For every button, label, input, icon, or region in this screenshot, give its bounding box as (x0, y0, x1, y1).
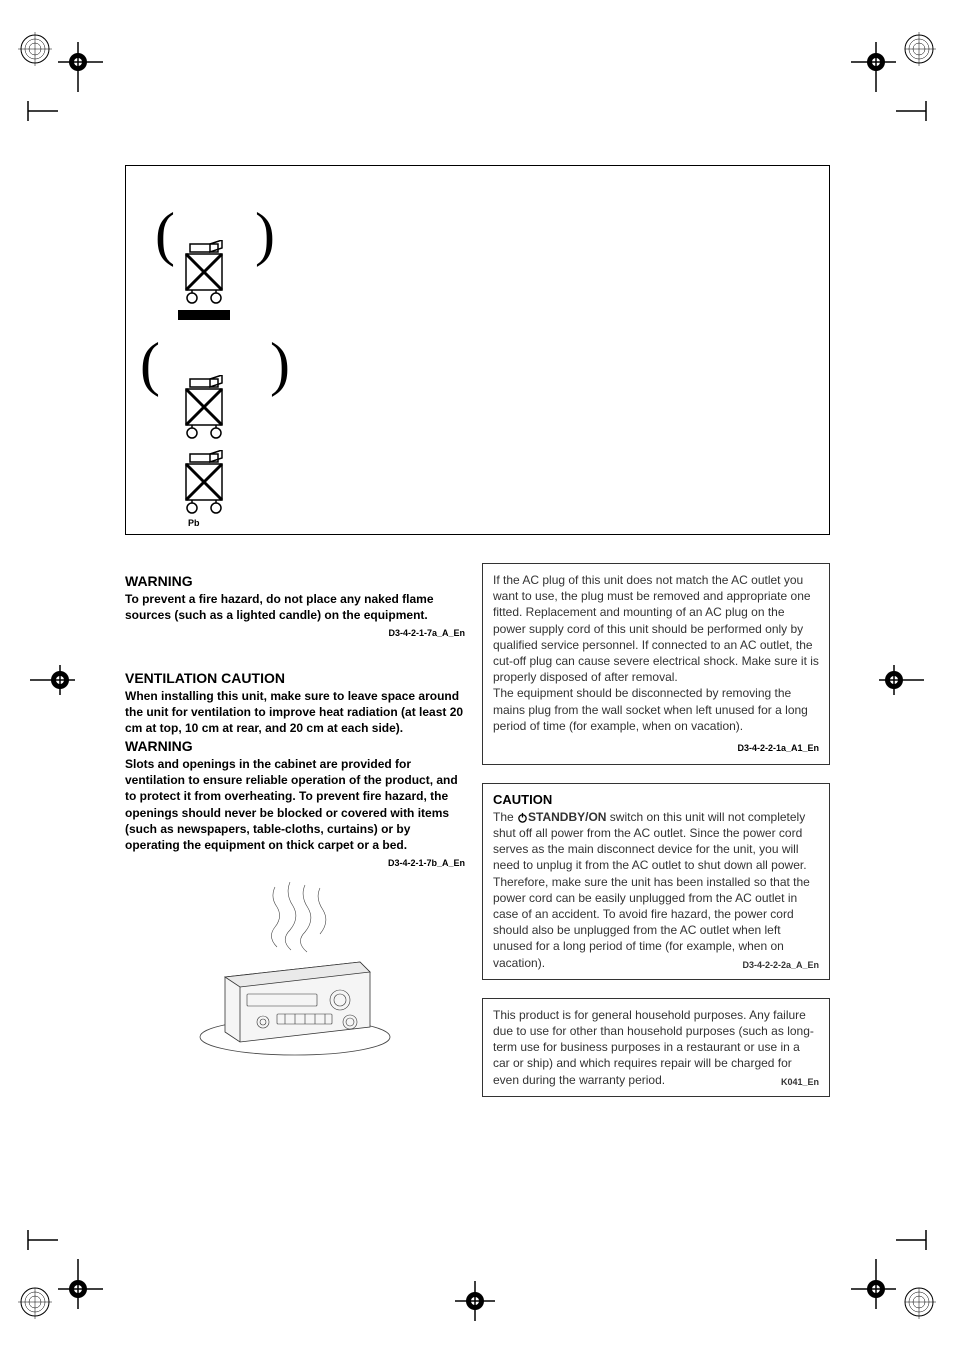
crop-mark-left (18, 96, 58, 126)
crop-mark-bottom-center (450, 1281, 500, 1321)
code-label: D3-4-2-2-2a_A_En (742, 959, 819, 971)
warning2-body: Slots and openings in the cabinet are pr… (125, 756, 465, 853)
code-label: D3-4-2-1-7b_A_En (388, 857, 465, 869)
caution-body: The STANDBY/ON switch on this unit will … (493, 809, 819, 971)
household-body: This product is for general household pu… (493, 1007, 819, 1088)
weee-bar (178, 310, 230, 320)
crop-mark-br2 (896, 1225, 936, 1255)
crop-mark-mid-left (25, 660, 75, 700)
device-illustration (185, 882, 405, 1062)
left-column: WARNING To prevent a fire hazard, do not… (125, 573, 465, 869)
warning-body: To prevent a fire hazard, do not place a… (125, 591, 465, 623)
weee-icon (180, 240, 228, 306)
ac-plug-body1: If the AC plug of this unit does not mat… (493, 572, 819, 685)
weee-icon (180, 375, 228, 441)
pb-label: Pb (188, 518, 200, 528)
code-label: D3-4-2-2-1a_A1_En (737, 743, 819, 753)
ventilation-body: When installing this unit, make sure to … (125, 688, 465, 737)
weee-icon (180, 450, 228, 516)
ac-plug-box: If the AC plug of this unit does not mat… (482, 563, 830, 765)
caution-heading: CAUTION (493, 792, 819, 807)
warning2-heading: WARNING (125, 738, 465, 754)
power-icon (517, 812, 528, 823)
household-box: This product is for general household pu… (482, 998, 830, 1097)
crop-mark-bl2 (18, 1225, 58, 1255)
caution-box: CAUTION The STANDBY/ON switch on this un… (482, 783, 830, 980)
code-label: K041_En (781, 1076, 819, 1088)
right-column: If the AC plug of this unit does not mat… (482, 563, 830, 1115)
warning-heading: WARNING (125, 573, 465, 589)
crop-mark-right (896, 96, 936, 126)
ac-plug-body2: The equipment should be disconnected by … (493, 685, 819, 734)
ventilation-heading: VENTILATION CAUTION (125, 670, 465, 686)
crop-mark-mid-right (879, 660, 929, 700)
code-label: D3-4-2-1-7a_A_En (388, 627, 465, 639)
top-info-frame (125, 165, 830, 535)
